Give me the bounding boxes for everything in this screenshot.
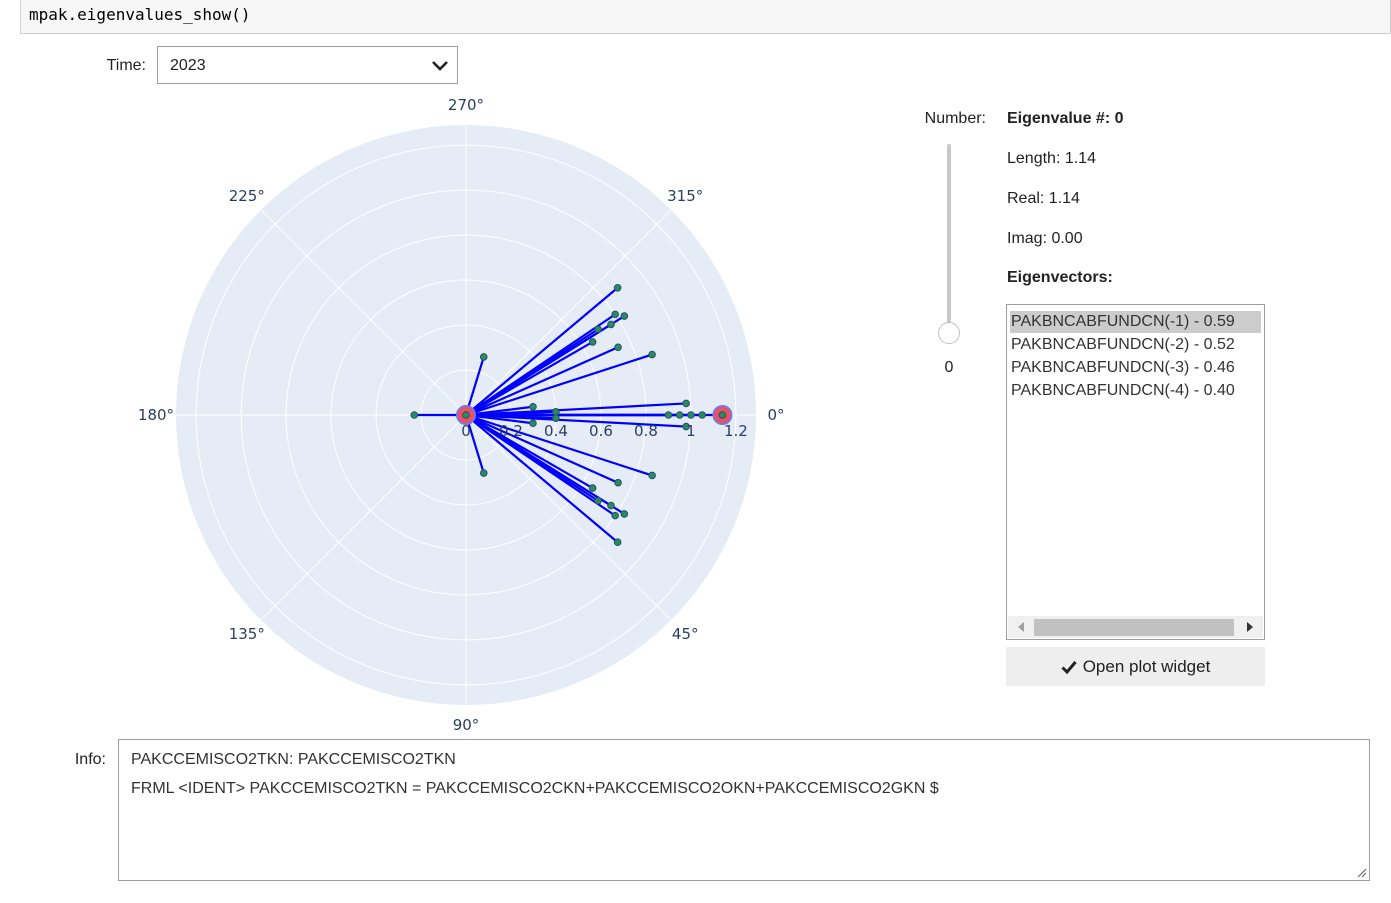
polar-tick-labels: 270° 315° 0° 45° 90° 135° 180° 225° 0 0.2 0.4 0.6 0.…	[138, 96, 785, 734]
eigenvalue-point[interactable]	[675, 411, 684, 419]
eigenvalue-point[interactable]	[687, 411, 695, 419]
scroll-left-icon[interactable]	[1012, 616, 1030, 638]
radial-tick-label: 0.8	[634, 422, 658, 440]
eigenvalue-point[interactable]	[614, 478, 622, 487]
eigenvalue-point[interactable]	[588, 338, 597, 346]
number-slider-handle[interactable]	[938, 322, 960, 344]
eigenvalue-point[interactable]	[620, 510, 629, 518]
eigenvalue-point[interactable]	[698, 411, 706, 419]
angular-gridline	[465, 209, 672, 416]
eigenvalue-point[interactable]	[462, 411, 470, 419]
angle-tick-label: 45°	[672, 625, 699, 643]
polar-plot[interactable]: 270° 315° 0° 45° 90° 135° 180° 225° 0 0.2 0.4 0.6 0.…	[0, 90, 900, 740]
eigenvalue-line	[464, 414, 485, 474]
eigenvalue-point[interactable]	[682, 422, 690, 431]
eigenvalue-line	[465, 414, 594, 490]
eigenvalue-point[interactable]	[613, 538, 622, 547]
radial-tick-label: 0	[461, 422, 471, 440]
eigenvalue-point[interactable]	[648, 350, 656, 359]
eigenvectors-heading: Eigenvectors:	[1007, 269, 1113, 286]
eigenvalue-point[interactable]	[607, 501, 615, 510]
chevron-down-icon	[432, 61, 448, 71]
eigenvalue-point[interactable]	[479, 353, 488, 361]
horizontal-scrollbar[interactable]	[1008, 616, 1263, 638]
eigenvalue-point[interactable]	[594, 496, 602, 505]
scroll-right-icon[interactable]	[1241, 616, 1259, 638]
eigenvalue-line	[465, 414, 619, 544]
eigenvalue-point[interactable]	[552, 414, 560, 422]
eigenvalue-line	[465, 414, 599, 502]
eigenvalue-line	[465, 286, 619, 416]
radial-tick-label: 1.2	[724, 422, 748, 440]
radial-tick-label: 0.4	[544, 422, 568, 440]
eigenvalue-length: Length: 1.14	[1007, 150, 1096, 167]
radial-tick-label: 0.2	[499, 422, 523, 440]
eigenvalue-point[interactable]	[682, 399, 690, 408]
eigenvalue-point[interactable]	[552, 408, 560, 416]
time-label: Time:	[106, 57, 146, 74]
eigenvalue-point[interactable]	[664, 411, 673, 419]
angle-tick-label: 180°	[138, 406, 174, 424]
eigenvalue-point[interactable]	[594, 325, 602, 334]
time-select[interactable]: 2023	[157, 46, 458, 84]
eigenvalue-point[interactable]	[718, 411, 727, 419]
open-plot-widget-label: Open plot widget	[1082, 656, 1211, 676]
list-item[interactable]: PAKBNCABFUNDCN(-3) - 0.46	[1011, 359, 1235, 376]
eigenvalue-point[interactable]	[410, 411, 419, 419]
eigenvalue-line	[465, 340, 594, 416]
angular-gridline	[260, 209, 467, 416]
angle-tick-label: 270°	[448, 96, 484, 114]
list-item[interactable]: PAKBNCABFUNDCN(-1) - 0.59	[1010, 311, 1261, 333]
angle-tick-label: 0°	[767, 406, 784, 424]
eigenvalue-line	[464, 356, 485, 416]
info-label: Info:	[74, 751, 106, 768]
eigenvalue-line	[465, 346, 619, 417]
number-label: Number:	[924, 110, 986, 127]
eigenvalue-title: Eigenvalue #: 0	[1007, 110, 1124, 127]
number-slider-track[interactable]	[947, 144, 951, 334]
time-select-value: 2023	[170, 57, 206, 74]
info-line: PAKCCEMISCO2TKN: PAKCCEMISCO2TKN	[131, 751, 456, 768]
code-text: mpak.eigenvalues_show()	[29, 5, 251, 24]
eigenvalue-point[interactable]	[620, 312, 629, 320]
open-plot-widget-button[interactable]: Open plot widget	[1006, 647, 1265, 686]
angular-gridline	[260, 414, 467, 621]
eigenvalue-real: Real: 1.14	[1007, 190, 1080, 207]
eigenvalue-line	[465, 413, 619, 484]
angle-tick-label: 315°	[667, 187, 703, 205]
eigenvalue-point[interactable]	[611, 310, 619, 319]
radial-tick-label: 1	[686, 422, 696, 440]
radial-tick-label: 0.6	[589, 422, 613, 440]
eigenvalue-line	[465, 353, 653, 417]
list-item[interactable]: PAKBNCABFUNDCN(-4) - 0.40	[1011, 382, 1235, 399]
eigenvalue-line	[465, 328, 599, 416]
angle-tick-label: 90°	[453, 716, 480, 734]
check-icon	[1061, 660, 1077, 674]
eigenvalue-imag: Imag: 0.00	[1007, 230, 1083, 247]
number-slider-value: 0	[944, 359, 954, 376]
resize-grip-icon[interactable]	[1355, 866, 1367, 878]
eigenvalue-point[interactable]	[529, 419, 537, 428]
list-item[interactable]: PAKBNCABFUNDCN(-2) - 0.52	[1011, 336, 1235, 353]
eigenvalue-point[interactable]	[479, 469, 488, 477]
eigenvalue-point[interactable]	[588, 484, 597, 492]
eigenvalue-point[interactable]	[529, 402, 537, 411]
scrollbar-thumb[interactable]	[1034, 619, 1234, 636]
angle-tick-label: 135°	[229, 625, 265, 643]
eigenvalue-points	[410, 283, 733, 547]
eigenvalue-line	[465, 413, 653, 477]
code-cell[interactable]: mpak.eigenvalues_show()	[20, 0, 1391, 34]
angle-tick-label: 225°	[229, 187, 265, 205]
eigenvalue-point[interactable]	[613, 283, 622, 292]
eigenvalue-point[interactable]	[614, 343, 622, 352]
eigenvalue-point[interactable]	[648, 471, 656, 480]
eigenvalue-point[interactable]	[607, 320, 615, 329]
angular-gridline	[465, 414, 672, 621]
eigenvectors-list[interactable]: PAKBNCABFUNDCN(-1) - 0.59 PAKBNCABFUNDCN…	[1006, 304, 1265, 640]
eigenvalue-point[interactable]	[611, 511, 619, 520]
info-textarea[interactable]: PAKCCEMISCO2TKN: PAKCCEMISCO2TKN FRML <I…	[118, 739, 1370, 881]
info-line: FRML <IDENT> PAKCCEMISCO2TKN = PAKCCEMIS…	[131, 780, 939, 797]
